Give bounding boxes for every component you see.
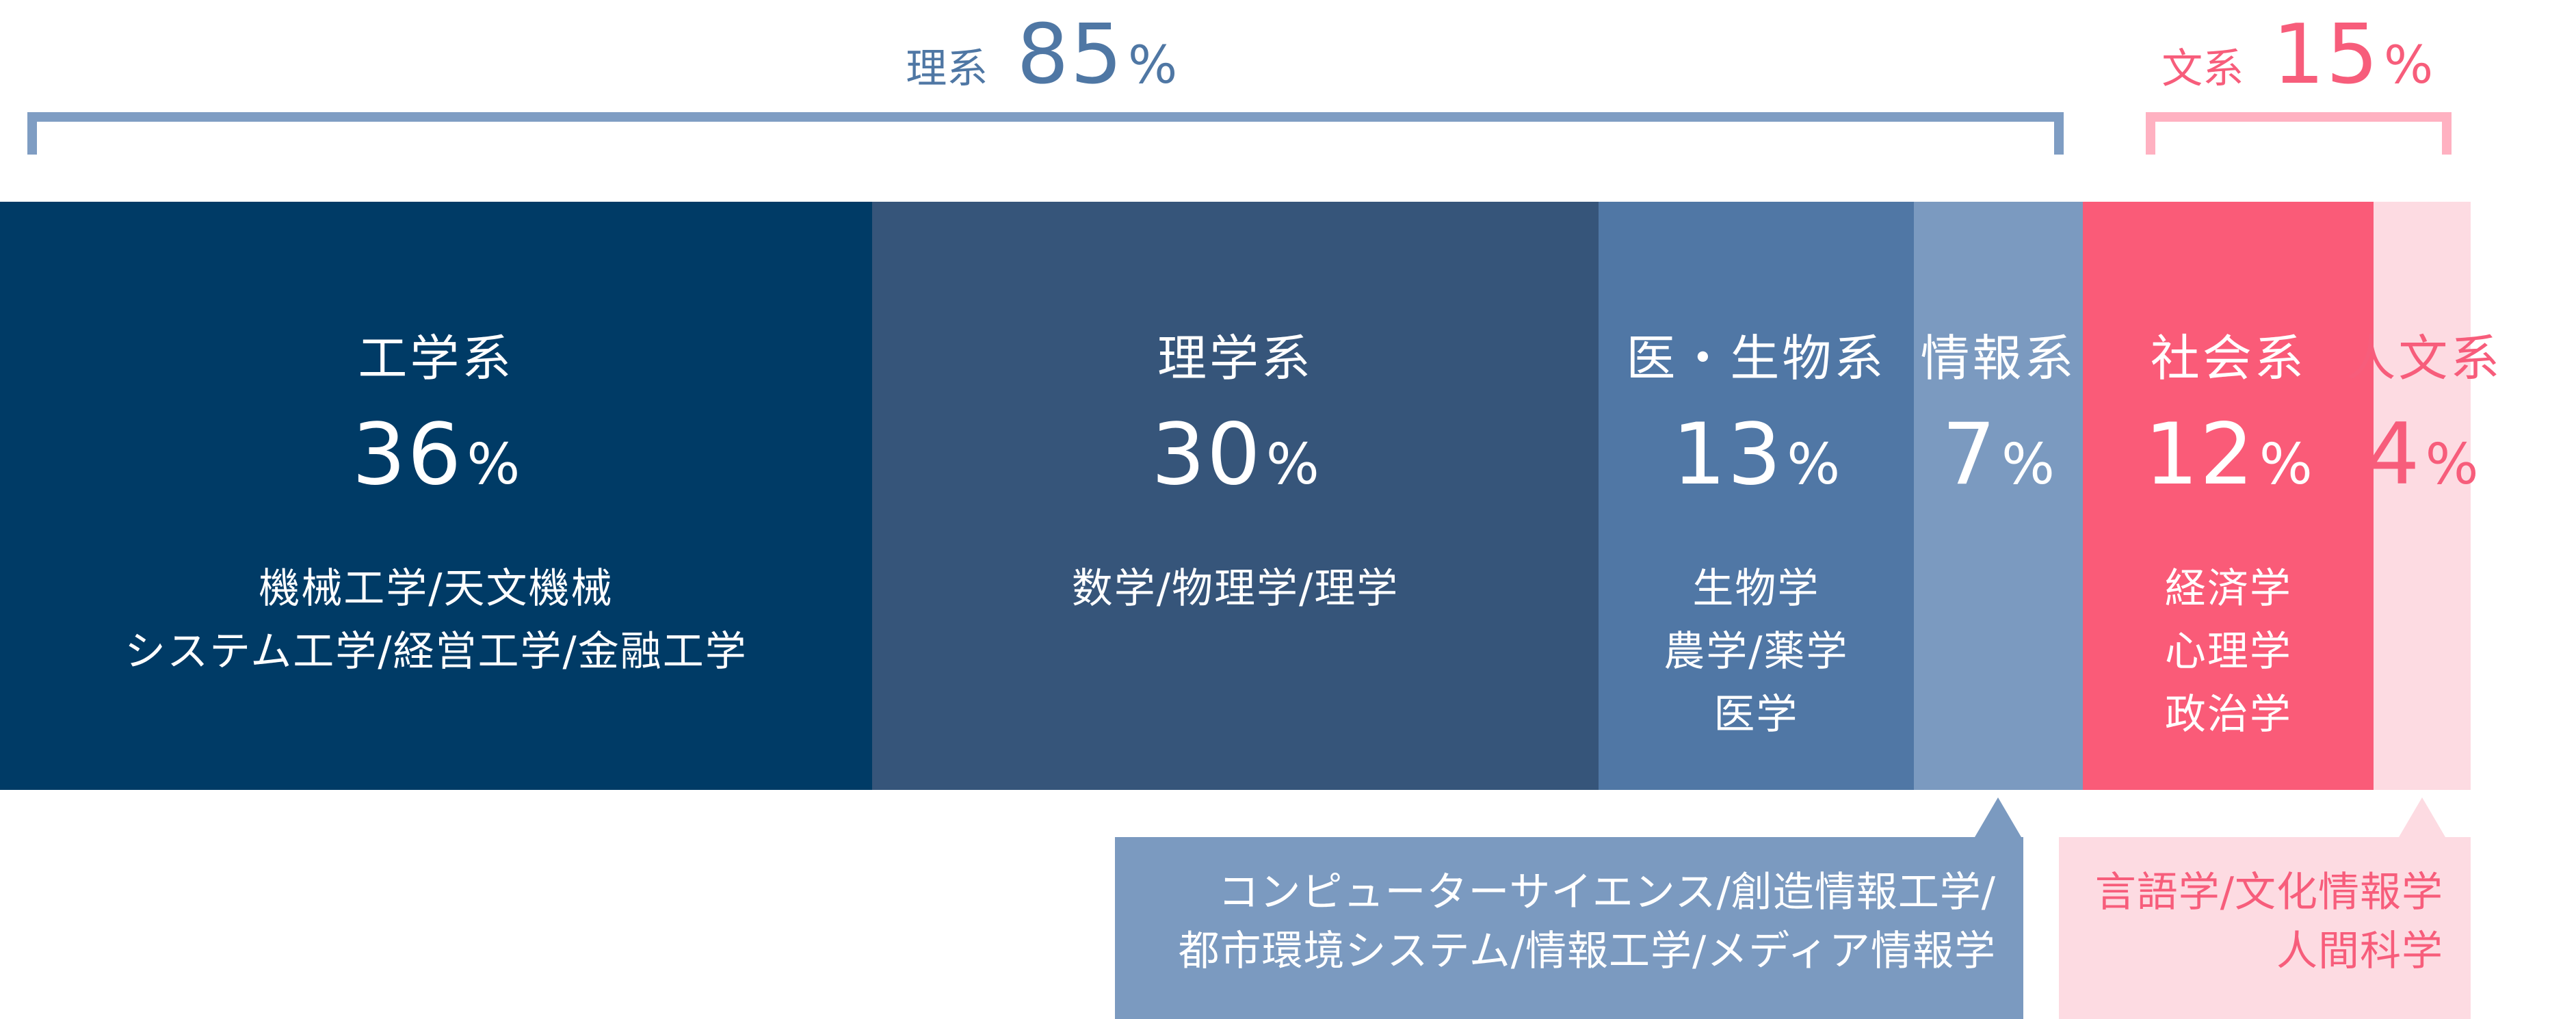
group-value: 15 <box>2272 8 2380 103</box>
segment-value-unit: % <box>2259 432 2313 497</box>
callout-line: 都市環境システム/情報工学/メディア情報学 <box>1178 927 1996 975</box>
segment-science: 理学系 30 % 数学/物理学/理学 <box>871 202 1599 790</box>
subfield-line: 経済学 <box>2164 565 2292 613</box>
callout-pointer <box>1975 797 2022 837</box>
segment-value-unit: % <box>2001 432 2055 497</box>
group-unit: % <box>2383 34 2434 95</box>
callout-pointer <box>2399 797 2446 837</box>
segment-label: 情報系 <box>1920 330 2077 387</box>
segment-value-unit: % <box>1265 432 1319 497</box>
segment-label: 医・生物系 <box>1626 330 1887 387</box>
segment-value: 4 % <box>2346 406 2498 504</box>
callout-line: コンピューターサイエンス/創造情報工学/ <box>1218 869 1996 916</box>
subfield-line: 心理学 <box>2164 628 2292 676</box>
subfield-line: 政治学 <box>2164 691 2292 739</box>
segment-value: 30 % <box>872 406 1599 504</box>
group-value: 85 <box>1016 8 1124 103</box>
group-name: 文系 <box>2161 45 2244 93</box>
callout-text: 言語学/文化情報学 人間科学 <box>2059 863 2471 981</box>
subfield-line: 農学/薬学 <box>1664 628 1849 676</box>
callout-line: 言語学/文化情報学 <box>2094 869 2443 916</box>
group-bracket-science <box>27 112 2064 155</box>
subfield-line: 機械工学/天文機械 <box>259 565 614 613</box>
group-name: 理系 <box>906 45 988 93</box>
segment-value-unit: % <box>2425 432 2479 497</box>
segment-value: 12 % <box>2083 406 2374 504</box>
segment-label: 人文系 <box>2346 330 2503 387</box>
segment-information: 情報系 7 % <box>1913 202 2084 790</box>
segment-engineering: 工学系 36 % 機械工学/天文機械 システム工学/経営工学/金融工学 <box>0 202 872 790</box>
segment-subfields: 機械工学/天文機械 システム工学/経営工学/金融工学 <box>0 557 872 683</box>
segment-value: 7 % <box>1887 406 2111 504</box>
callout-information-subfields: コンピューターサイエンス/創造情報工学/ 都市環境システム/情報工学/メディア情… <box>1115 797 2023 1019</box>
segment-social: 社会系 12 % 経済学 心理学 政治学 <box>2083 202 2374 790</box>
segment-value-unit: % <box>466 432 521 497</box>
segment-value-unit: % <box>1787 432 1841 497</box>
segment-medical-bio: 医・生物系 13 % 生物学 農学/薬学 医学 <box>1599 202 1914 790</box>
group-label-science: 理系 85 % <box>906 8 1177 103</box>
callout-humanities-subfields: 言語学/文化情報学 人間科学 <box>2059 797 2471 1019</box>
segment-label: 理学系 <box>1157 330 1313 387</box>
subfield-line: 数学/物理学/理学 <box>1071 565 1399 613</box>
callout-line: 人間科学 <box>2276 927 2443 975</box>
group-label-humanities: 文系 15 % <box>2161 8 2433 103</box>
segment-label: 工学系 <box>358 330 514 387</box>
segment-label: 社会系 <box>2150 330 2306 387</box>
segment-humanities: 人文系 4 % <box>2346 202 2499 790</box>
group-unit: % <box>1127 34 1178 95</box>
segment-value-number: 4 <box>2365 406 2421 504</box>
subfield-line: システム工学/経営工学/金融工学 <box>124 628 748 676</box>
segment-value-number: 12 <box>2144 406 2255 504</box>
segment-subfields: 生物学 農学/薬学 医学 <box>1599 557 1913 746</box>
segment-value-number: 13 <box>1672 406 1783 504</box>
segment-value-number: 7 <box>1942 406 1997 504</box>
segment-subfields: 経済学 心理学 政治学 <box>2083 557 2374 746</box>
segment-value: 36 % <box>0 406 872 504</box>
segment-subfields: 数学/物理学/理学 <box>872 557 1599 620</box>
segment-value-number: 36 <box>352 406 463 504</box>
subfield-line: 医学 <box>1713 691 1799 739</box>
group-bracket-humanities <box>2146 112 2452 155</box>
segment-value: 13 % <box>1599 406 1913 504</box>
callout-text: コンピューターサイエンス/創造情報工学/ 都市環境システム/情報工学/メディア情… <box>1115 863 2023 981</box>
segment-value-number: 30 <box>1151 406 1262 504</box>
subfield-line: 生物学 <box>1692 565 1820 613</box>
